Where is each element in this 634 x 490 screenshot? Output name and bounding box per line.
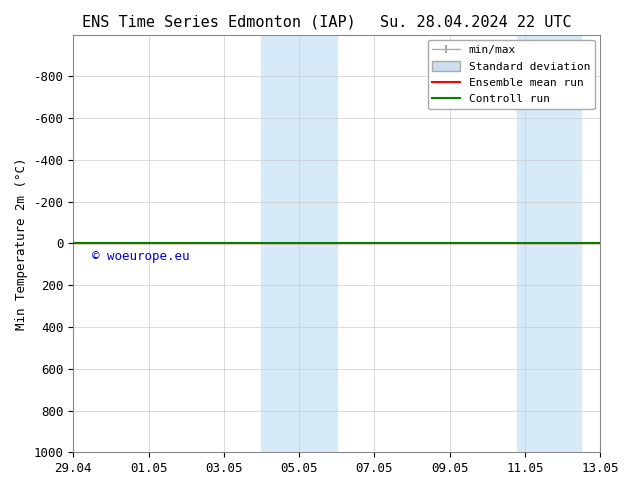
Text: Su. 28.04.2024 22 UTC: Su. 28.04.2024 22 UTC xyxy=(380,15,572,30)
Text: © woeurope.eu: © woeurope.eu xyxy=(92,250,190,263)
Bar xyxy=(261,35,337,452)
Legend: min/max, Standard deviation, Ensemble mean run, Controll run: min/max, Standard deviation, Ensemble me… xyxy=(428,40,595,109)
Y-axis label: Min Temperature 2m (°C): Min Temperature 2m (°C) xyxy=(15,157,28,330)
Text: ENS Time Series Edmonton (IAP): ENS Time Series Edmonton (IAP) xyxy=(82,15,356,30)
Bar xyxy=(536,35,581,452)
Bar xyxy=(517,35,536,452)
